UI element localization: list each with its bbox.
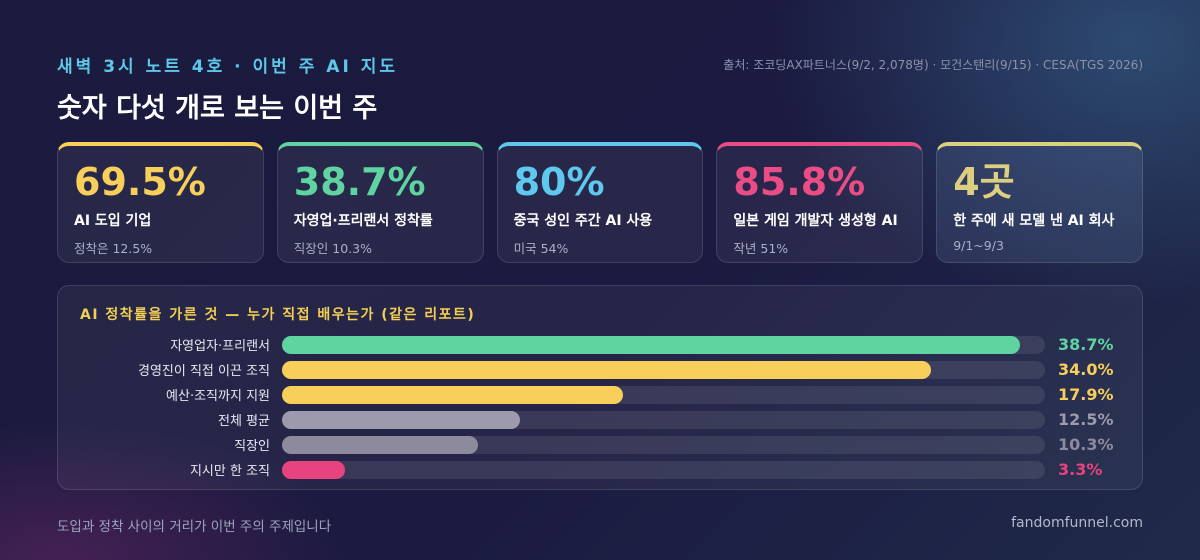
- stat-subtext: 작년 51%: [733, 241, 789, 256]
- stat-value: 85.8%: [733, 160, 866, 204]
- chart-title: AI 정착률을 가른 것 — 누가 직접 배우는가 (같은 리포트): [80, 307, 476, 323]
- retention-chart-panel: AI 정착률을 가른 것 — 누가 직접 배우는가 (같은 리포트) 자영업자·…: [57, 285, 1143, 490]
- stat-value: 38.7%: [293, 160, 426, 204]
- bar-value-label: 34.0%: [1058, 360, 1114, 379]
- bar-track: [282, 461, 1045, 479]
- bar-label: 예산·조직까지 지원: [166, 389, 270, 404]
- stat-card-new-models: 4곳 한 주에 새 모델 낸 AI 회사 9/1~9/3: [936, 142, 1143, 263]
- stat-card-ai-adoption: 69.5% AI 도입 기업 정착은 12.5%: [57, 142, 264, 263]
- stat-value: 69.5%: [74, 160, 206, 204]
- bar-track: [282, 436, 1045, 454]
- stat-value: 80%: [513, 160, 605, 204]
- bar-value-label: 17.9%: [1058, 385, 1114, 404]
- bar-track: [282, 411, 1045, 429]
- stat-label: 자영업·프리랜서 정착률: [293, 213, 433, 229]
- bar-track: [282, 361, 1045, 379]
- bar-row: 직장인 10.3%: [58, 435, 1144, 454]
- report-kicker: 새벽 3시 노트 4호 · 이번 주 AI 지도: [57, 57, 398, 77]
- bar-fill: [282, 461, 345, 479]
- stat-subtext: 9/1~9/3: [953, 238, 1004, 253]
- stat-card-japan-game-dev: 85.8% 일본 게임 개발자 생성형 AI 작년 51%: [716, 142, 924, 263]
- bar-row: 예산·조직까지 지원 17.9%: [58, 385, 1144, 404]
- stat-value: 4곳: [953, 160, 1015, 204]
- stat-subtext: 정착은 12.5%: [74, 241, 153, 256]
- stat-card-china-usage: 80% 중국 성인 주간 AI 사용 미국 54%: [496, 142, 704, 263]
- bar-row: 전체 평균 12.5%: [58, 410, 1144, 429]
- stat-label: 중국 성인 주간 AI 사용: [513, 213, 653, 229]
- bar-track: [282, 386, 1045, 404]
- bar-row: 지시만 한 조직 3.3%: [58, 460, 1144, 479]
- bar-track: [282, 336, 1045, 354]
- bar-fill: [282, 411, 521, 429]
- bar-fill: [282, 361, 931, 379]
- bar-label: 전체 평균: [218, 414, 270, 429]
- bar-value-label: 38.7%: [1058, 335, 1114, 354]
- bar-label: 자영업자·프리랜서: [170, 339, 270, 354]
- bar-fill: [282, 336, 1021, 354]
- footer-note: 도입과 정착 사이의 거리가 이번 주의 주제입니다: [57, 519, 332, 535]
- bar-fill: [282, 386, 624, 404]
- bar-label: 경영진이 직접 이끈 조직: [138, 364, 270, 379]
- stat-subtext: 미국 54%: [513, 241, 569, 256]
- stat-label: 한 주에 새 모델 낸 AI 회사: [953, 213, 1115, 229]
- bar-row: 자영업자·프리랜서 38.7%: [58, 335, 1144, 354]
- bar-value-label: 3.3%: [1058, 460, 1103, 479]
- bar-label: 직장인: [234, 439, 270, 454]
- bar-value-label: 10.3%: [1058, 435, 1114, 454]
- bar-row: 경영진이 직접 이끈 조직 34.0%: [58, 360, 1144, 379]
- stat-subtext: 직장인 10.3%: [293, 241, 372, 256]
- stat-card-freelancer: 38.7% 자영업·프리랜서 정착률 직장인 10.3%: [276, 142, 484, 263]
- source-credit: 출처: 조코딩AX파트너스(9/2, 2,078명) · 모건스탠리(9/15)…: [723, 58, 1143, 72]
- bar-fill: [282, 436, 479, 454]
- stat-label: AI 도입 기업: [74, 213, 152, 229]
- bar-value-label: 12.5%: [1058, 410, 1114, 429]
- stat-cards: 69.5% AI 도입 기업 정착은 12.5% 38.7% 자영업·프리랜서 …: [57, 142, 1143, 263]
- stat-label: 일본 게임 개발자 생성형 AI: [733, 213, 898, 229]
- bar-label: 지시만 한 조직: [189, 464, 270, 479]
- footer-site-link[interactable]: fandomfunnel.com: [1011, 515, 1143, 531]
- page-title: 숫자 다섯 개로 보는 이번 주: [57, 93, 378, 124]
